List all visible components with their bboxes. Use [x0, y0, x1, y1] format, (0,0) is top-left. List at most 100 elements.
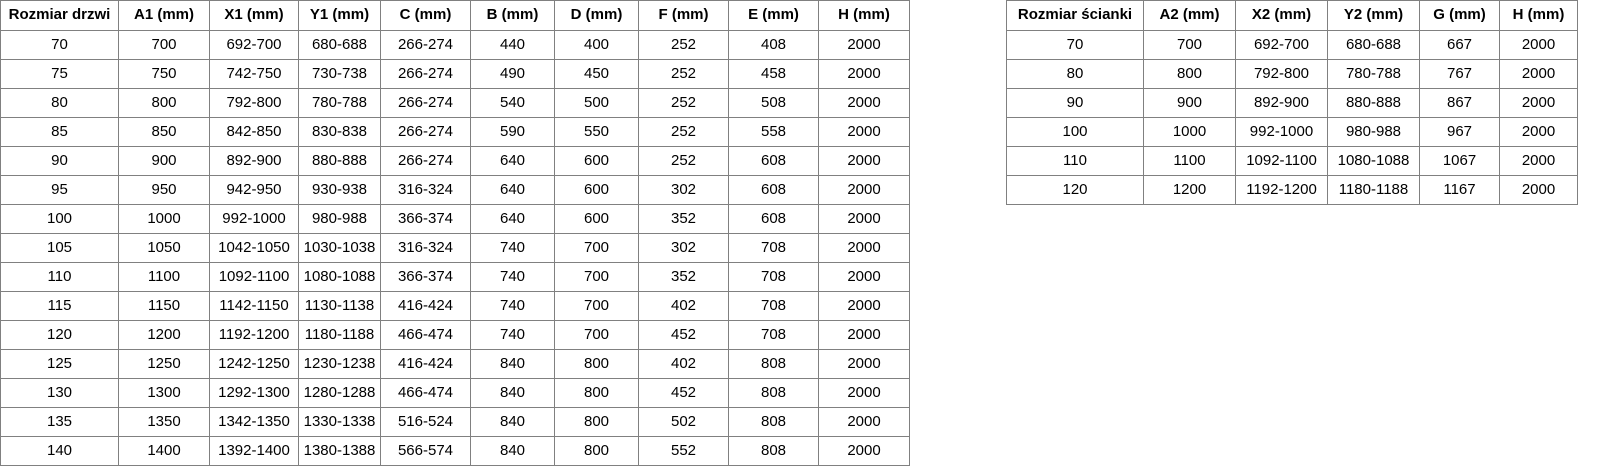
door-column-header-8: E (mm) [728, 0, 819, 31]
door-row-label: 115 [0, 291, 119, 321]
table-cell: 566-574 [380, 436, 471, 466]
table-row: 115 1150 1142-1150 1130-1138 416-424 740 700 40… [0, 291, 910, 321]
table-cell: 1050 [118, 233, 210, 263]
table-cell: 2000 [818, 262, 910, 292]
door-row-label: 95 [0, 175, 119, 205]
wall-column-header-1: A2 (mm) [1143, 0, 1236, 31]
table-row: 120 1200 1192-1200 1180-1188 1167 2000 [1006, 175, 1578, 205]
wall-column-header-3: Y2 (mm) [1327, 0, 1420, 31]
table-cell: 352 [638, 262, 729, 292]
table-cell: 800 [554, 407, 639, 437]
table-cell: 552 [638, 436, 729, 466]
table-cell: 608 [728, 175, 819, 205]
table-cell: 1080-1088 [298, 262, 381, 292]
table-cell: 2000 [818, 59, 910, 89]
table-cell: 2000 [1499, 30, 1578, 60]
table-cell: 840 [470, 378, 555, 408]
table-cell: 608 [728, 204, 819, 234]
table-cell: 1080-1088 [1327, 146, 1420, 176]
wall-column-header-4: G (mm) [1419, 0, 1500, 31]
door-size-table: Rozmiar drzwi A1 (mm) X1 (mm) Y1 (mm) C (mm)… [0, 0, 910, 466]
door-row-label: 75 [0, 59, 119, 89]
door-row-label: 120 [0, 320, 119, 350]
table-cell: 800 [118, 88, 210, 118]
table-cell: 550 [554, 117, 639, 147]
table-cell: 416-424 [380, 291, 471, 321]
table-cell: 600 [554, 175, 639, 205]
table-cell: 700 [554, 291, 639, 321]
table-cell: 840 [470, 436, 555, 466]
table-cell: 2000 [818, 320, 910, 350]
table-cell: 692-700 [1235, 30, 1328, 60]
wall-size-table-body: 70 700 692-700 680-688 667 2000 80 800 792-800 78… [1006, 30, 1578, 205]
table-cell: 740 [470, 262, 555, 292]
table-cell: 1200 [118, 320, 210, 350]
table-cell: 402 [638, 291, 729, 321]
table-cell: 1000 [118, 204, 210, 234]
table-cell: 2000 [818, 30, 910, 60]
table-cell: 780-788 [1327, 59, 1420, 89]
table-cell: 2000 [818, 175, 910, 205]
table-cell: 700 [1143, 30, 1236, 60]
table-cell: 558 [728, 117, 819, 147]
table-row: 80 800 792-800 780-788 767 2000 [1006, 59, 1578, 89]
table-row: 90 900 892-900 880-888 266-274 640 600 252 608 20… [0, 146, 910, 176]
table-cell: 2000 [1499, 146, 1578, 176]
door-row-label: 85 [0, 117, 119, 147]
wall-row-label: 80 [1006, 59, 1144, 89]
table-cell: 266-274 [380, 146, 471, 176]
table-row: 70 700 692-700 680-688 667 2000 [1006, 30, 1578, 60]
table-cell: 800 [554, 436, 639, 466]
table-cell: 452 [638, 378, 729, 408]
table-cell: 680-688 [298, 30, 381, 60]
table-cell: 2000 [818, 436, 910, 466]
table-cell: 1180-1188 [298, 320, 381, 350]
table-cell: 1192-1200 [1235, 175, 1328, 205]
table-cell: 980-988 [298, 204, 381, 234]
table-row: 135 1350 1342-1350 1330-1338 516-524 840 800 50… [0, 407, 910, 437]
table-header-row: Rozmiar ścianki A2 (mm) X2 (mm) Y2 (mm) G (m… [1006, 0, 1578, 31]
table-cell: 608 [728, 146, 819, 176]
table-cell: 708 [728, 262, 819, 292]
table-cell: 767 [1419, 59, 1500, 89]
door-row-label: 110 [0, 262, 119, 292]
table-cell: 1167 [1419, 175, 1500, 205]
table-cell: 2000 [1499, 175, 1578, 205]
table-cell: 2000 [818, 233, 910, 263]
table-cell: 1350 [118, 407, 210, 437]
table-cell: 842-850 [209, 117, 299, 147]
table-cell: 402 [638, 349, 729, 379]
table-cell: 1250 [118, 349, 210, 379]
table-cell: 252 [638, 146, 729, 176]
door-row-label: 105 [0, 233, 119, 263]
table-cell: 1142-1150 [209, 291, 299, 321]
table-cell: 366-374 [380, 262, 471, 292]
door-column-header-7: F (mm) [638, 0, 729, 31]
wall-size-table-header: Rozmiar ścianki A2 (mm) X2 (mm) Y2 (mm) G (m… [1006, 0, 1578, 31]
table-cell: 266-274 [380, 59, 471, 89]
table-cell: 967 [1419, 117, 1500, 147]
table-cell: 252 [638, 117, 729, 147]
table-cell: 1192-1200 [209, 320, 299, 350]
table-cell: 1130-1138 [298, 291, 381, 321]
table-cell: 792-800 [209, 88, 299, 118]
table-row: 95 950 942-950 930-938 316-324 640 600 302 608 20… [0, 175, 910, 205]
table-cell: 252 [638, 88, 729, 118]
table-cell: 808 [728, 378, 819, 408]
wall-row-label: 120 [1006, 175, 1144, 205]
table-cell: 700 [118, 30, 210, 60]
table-cell: 892-900 [209, 146, 299, 176]
table-cell: 2000 [1499, 88, 1578, 118]
table-cell: 600 [554, 204, 639, 234]
table-cell: 440 [470, 30, 555, 60]
table-cell: 252 [638, 30, 729, 60]
table-cell: 742-750 [209, 59, 299, 89]
door-row-label: 125 [0, 349, 119, 379]
table-cell: 708 [728, 320, 819, 350]
table-cell: 708 [728, 291, 819, 321]
table-cell: 600 [554, 146, 639, 176]
table-cell: 516-524 [380, 407, 471, 437]
table-cell: 1100 [118, 262, 210, 292]
table-cell: 892-900 [1235, 88, 1328, 118]
